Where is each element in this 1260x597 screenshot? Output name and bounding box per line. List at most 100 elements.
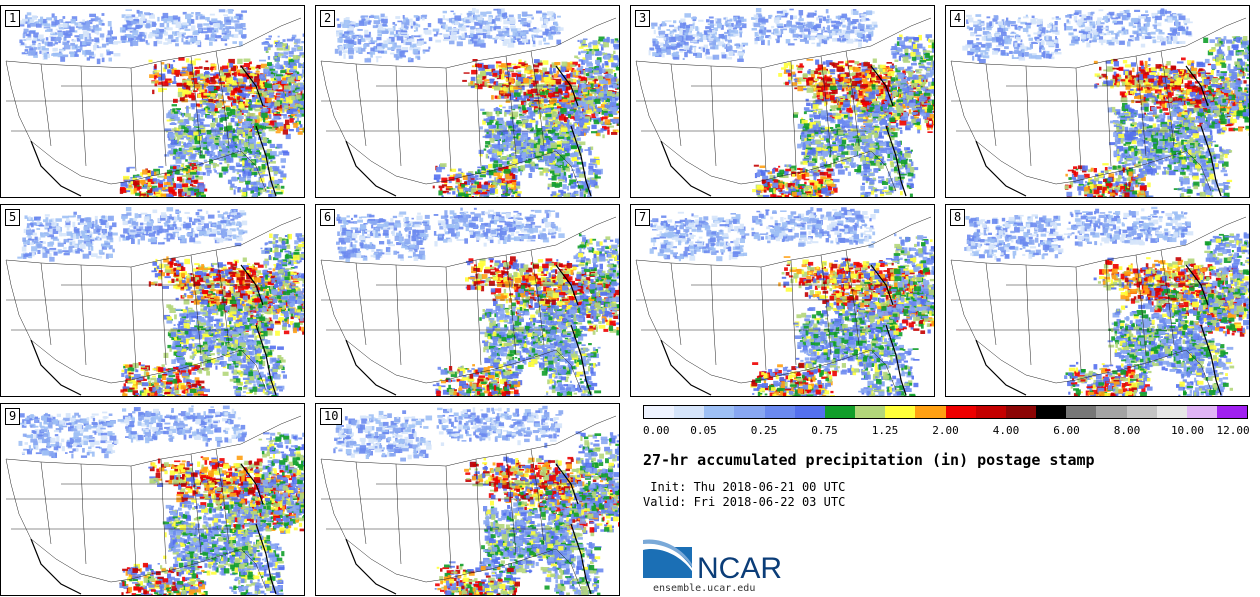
precip-cell	[551, 62, 558, 68]
precip-cell	[495, 81, 498, 85]
precip-cell	[233, 76, 237, 81]
precip-cell	[343, 19, 350, 24]
precip-cell	[539, 134, 544, 140]
precip-cell	[169, 153, 174, 156]
precip-cell	[101, 43, 107, 48]
precip-cell	[444, 18, 451, 21]
precip-cell	[31, 15, 37, 20]
precip-cell	[476, 28, 483, 34]
precip-cell	[248, 61, 252, 65]
precip-cell	[175, 43, 179, 47]
precip-cell	[510, 28, 518, 32]
precip-cell	[183, 166, 189, 169]
precip-cell	[375, 56, 382, 59]
precip-cell	[562, 93, 568, 96]
precip-cell	[567, 95, 574, 101]
precip-cell	[265, 153, 270, 159]
precip-cell	[578, 173, 586, 178]
precip-cell	[289, 90, 294, 94]
precip-cell	[172, 31, 178, 36]
precip-cell	[448, 29, 453, 32]
precip-cell	[232, 105, 237, 109]
precip-cell	[274, 77, 277, 81]
precip-cell	[547, 148, 553, 154]
precip-cell	[492, 81, 499, 83]
precip-cell	[232, 41, 237, 44]
precip-cell	[29, 19, 35, 23]
precip-cell	[580, 106, 587, 109]
precip-cell	[588, 163, 596, 166]
precip-cell	[299, 52, 304, 56]
precip-cell	[157, 81, 163, 85]
precip-cell	[191, 175, 195, 179]
precip-cell	[234, 143, 238, 149]
precip-cell	[236, 106, 240, 111]
precip-cell	[523, 91, 528, 96]
precip-cell	[199, 16, 206, 20]
precip-cell	[380, 13, 385, 18]
precip-cell	[209, 20, 213, 25]
precip-cell	[474, 196, 477, 197]
precip-cell	[466, 172, 472, 177]
precip-cell	[186, 171, 189, 174]
precip-cell	[231, 83, 238, 86]
precip-cell	[301, 93, 304, 99]
precip-cell	[497, 179, 502, 183]
precip-cell	[497, 26, 501, 32]
precip-cell	[132, 177, 138, 180]
precip-cell	[63, 44, 71, 50]
precip-cell	[539, 108, 547, 112]
precip-cell	[413, 15, 419, 18]
precip-cell	[177, 16, 181, 22]
precip-cell	[301, 69, 304, 74]
precip-cell	[456, 197, 461, 198]
precip-cell	[507, 183, 515, 188]
precip-cell	[166, 175, 173, 182]
precip-cell	[74, 54, 79, 57]
precip-cell	[226, 111, 232, 117]
precip-cell	[256, 148, 259, 151]
precip-cell	[217, 133, 223, 135]
precip-cell	[125, 188, 132, 191]
precip-cell	[288, 54, 295, 57]
precip-cell	[253, 78, 261, 84]
precip-cell	[127, 29, 134, 32]
precip-cell	[273, 122, 278, 128]
precip-cell	[244, 197, 247, 198]
precip-cell	[486, 11, 492, 15]
precip-cell	[209, 73, 217, 76]
precip-cell	[616, 40, 619, 43]
precip-cell	[550, 139, 553, 141]
precip-cell	[472, 7, 476, 13]
precip-cell	[465, 19, 471, 23]
precip-cell	[587, 93, 593, 98]
precip-cell	[569, 110, 574, 114]
precip-cell	[193, 114, 200, 118]
precip-cell	[174, 69, 181, 75]
precip-cell	[578, 117, 583, 122]
precip-cell	[233, 189, 236, 195]
precip-cell	[210, 90, 218, 94]
precip-cell	[143, 35, 147, 39]
precip-cell	[304, 117, 305, 121]
precip-cell	[182, 168, 189, 172]
precip-cell	[106, 40, 109, 46]
precip-cell	[568, 175, 571, 178]
precip-cell	[194, 84, 201, 89]
precip-cell	[555, 145, 562, 149]
precip-cell	[526, 151, 531, 155]
precip-cell	[523, 24, 528, 27]
precip-cell	[25, 14, 28, 20]
precip-cell	[177, 87, 184, 93]
precip-cell	[507, 42, 515, 48]
precip-cell	[342, 23, 350, 28]
precip-cell	[140, 172, 144, 177]
precip-cell	[370, 47, 375, 52]
precip-cell	[506, 157, 513, 161]
precip-cell	[558, 98, 563, 102]
precip-cell	[578, 63, 581, 68]
precip-cell	[154, 64, 157, 69]
precip-cell	[237, 78, 244, 84]
precip-cell	[246, 93, 250, 98]
precip-cell	[537, 62, 543, 66]
